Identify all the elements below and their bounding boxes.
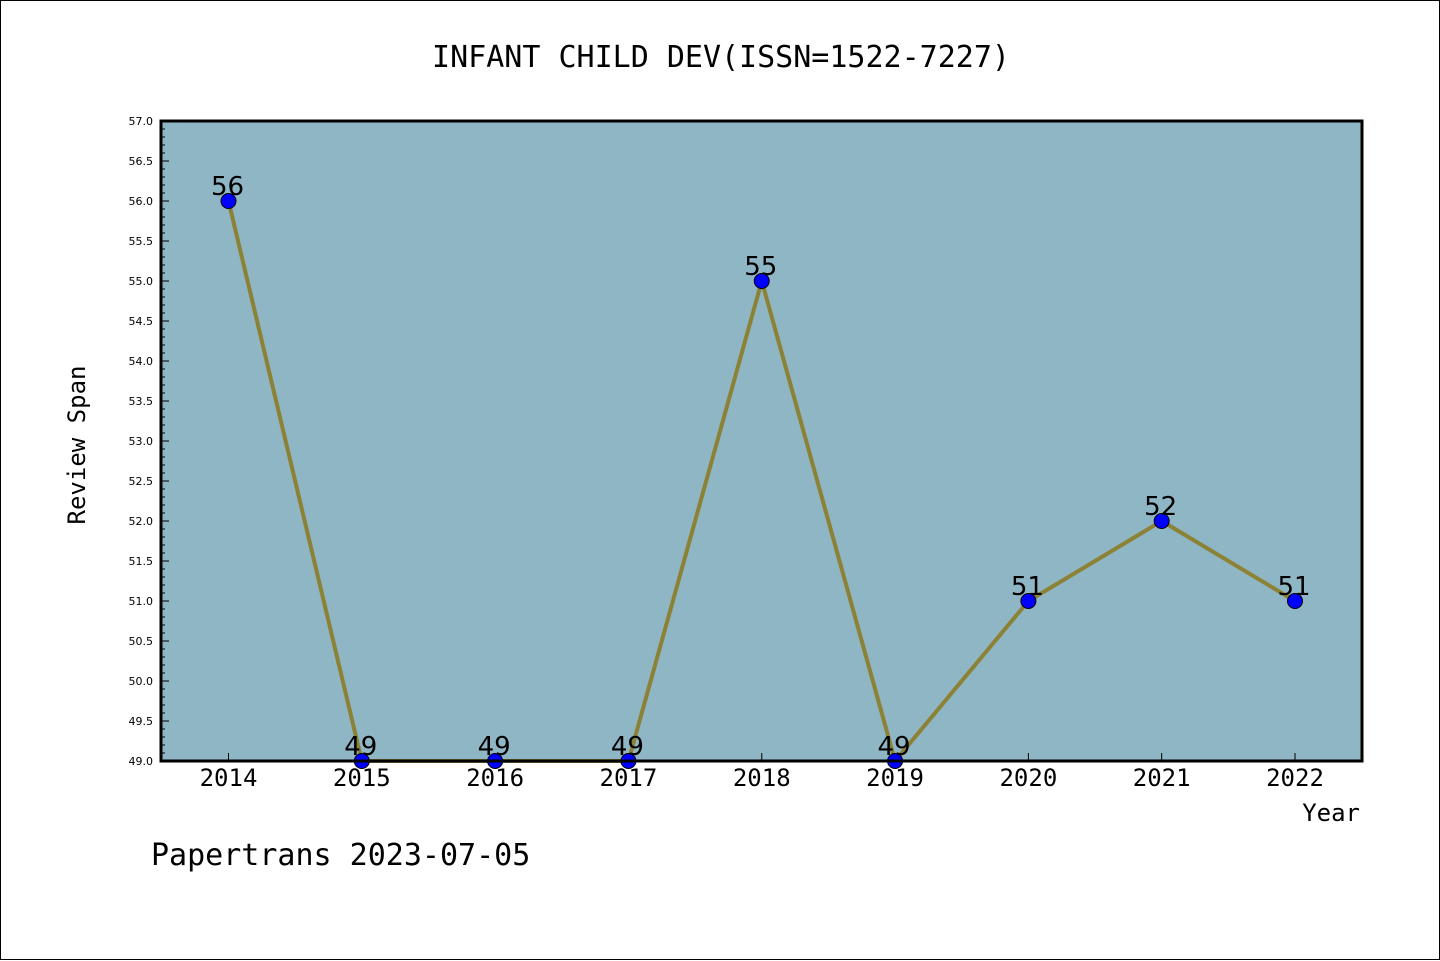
x-tick-label: 2021: [1133, 764, 1191, 792]
chart-title: INFANT CHILD DEV(ISSN=1522-7227): [432, 40, 1010, 75]
y-tick-label: 55.5: [129, 235, 154, 248]
y-tick-label: 51.5: [129, 555, 154, 568]
data-point: [1287, 593, 1303, 609]
x-tick-label: 2022: [1266, 764, 1324, 792]
data-point: [753, 273, 770, 289]
y-tick-label: 56.0: [129, 195, 154, 208]
y-tick-label: 56.5: [129, 155, 154, 168]
y-tick-label: 53.0: [129, 435, 154, 448]
y-tick-label: 50.0: [129, 675, 154, 688]
y-tick-label: 52.0: [129, 515, 154, 528]
data-label: 49: [478, 732, 511, 762]
data-label: 51: [1011, 572, 1044, 602]
y-axis-label: Review Span: [63, 366, 91, 525]
y-tick-label: 54.0: [129, 355, 154, 368]
y-tick-label: 53.5: [129, 395, 154, 408]
x-tick-label: 2020: [999, 764, 1057, 792]
y-tick-label: 54.5: [129, 315, 154, 328]
data-label: 49: [611, 732, 644, 762]
x-tick-label: 2018: [733, 764, 791, 792]
y-tick-label: 49.5: [129, 715, 154, 728]
x-tick-label: 2014: [200, 764, 258, 792]
data-point: [1020, 593, 1037, 609]
plot-area: [161, 121, 1362, 761]
data-label: 52: [1144, 492, 1177, 522]
data-label: 56: [211, 172, 244, 202]
y-tick-label: 57.0: [129, 115, 154, 128]
data-point: [1153, 513, 1170, 529]
data-label: 49: [344, 732, 377, 762]
y-tick-label: 51.0: [129, 595, 154, 608]
y-tick-label: 52.5: [129, 475, 154, 488]
x-axis-label: Year: [1302, 799, 1360, 827]
plot-border: [159, 119, 1364, 763]
y-tick-label: 50.5: [129, 635, 154, 648]
y-tick-label: 49.0: [129, 755, 154, 768]
data-label: 51: [1277, 572, 1310, 602]
data-point: [220, 193, 237, 209]
footer-credit: Papertrans 2023-07-05: [151, 838, 530, 873]
data-label: 49: [878, 732, 911, 762]
data-label: 55: [744, 252, 777, 282]
y-tick-label: 55.0: [129, 275, 154, 288]
